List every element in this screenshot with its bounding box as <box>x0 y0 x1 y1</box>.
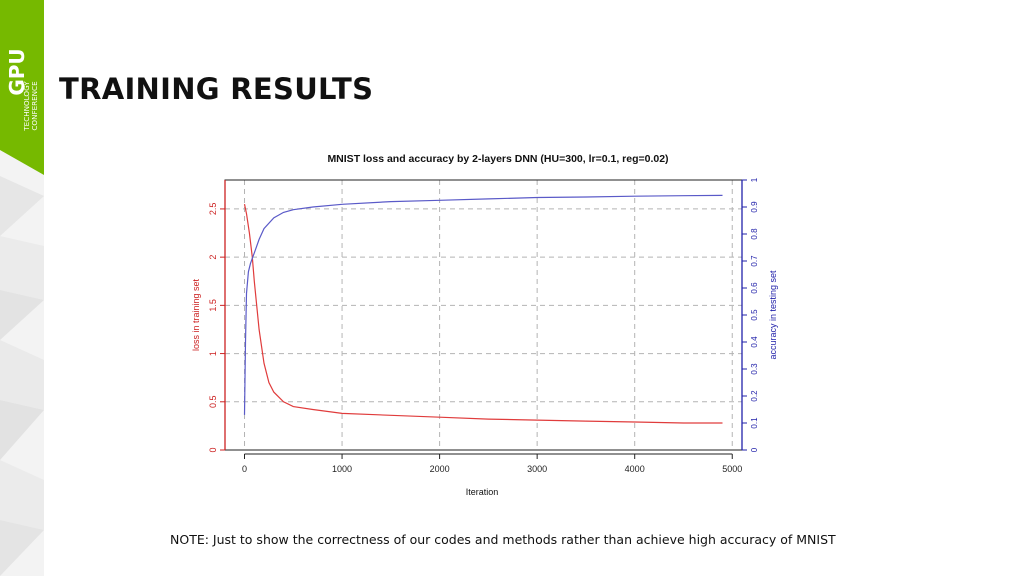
right-y-tick-label: 0.5 <box>750 309 759 321</box>
grid <box>225 180 742 450</box>
sidebar-pattern <box>0 0 44 576</box>
x-tick-label: 4000 <box>625 464 645 474</box>
sidebar-triangle <box>0 236 44 300</box>
x-axis: 0 1000 2000 3000 4000 5000 <box>242 453 742 474</box>
right-y-axis: 0 0.1 0.2 0.3 0.4 0.5 0.6 0.7 0.8 0.9 1 <box>742 177 759 452</box>
sidebar-triangle <box>0 290 44 340</box>
sidebar-triangle <box>0 176 44 236</box>
right-y-tick-label: 0.1 <box>750 417 759 429</box>
logo-accent <box>0 0 44 175</box>
chart: MNIST loss and accuracy by 2-layers DNN … <box>191 153 778 497</box>
left-y-tick-label: 2.5 <box>208 203 218 216</box>
right-y-tick-label: 0.2 <box>750 390 759 402</box>
plot-frame <box>224 179 743 451</box>
x-axis-label: Iteration <box>466 487 499 497</box>
sidebar-triangle <box>0 400 44 460</box>
right-y-axis-label: accuracy in testing set <box>768 270 778 360</box>
x-tick-label: 1000 <box>332 464 352 474</box>
loss-series-line <box>243 203 723 424</box>
logo-line1-text: TECHNOLOGY <box>22 81 31 132</box>
left-y-tick-label: 1.5 <box>208 299 218 312</box>
chart-title: MNIST loss and accuracy by 2-layers DNN … <box>327 153 668 165</box>
left-y-axis-label: loss in training set <box>191 278 201 351</box>
right-y-tick-label: 0.4 <box>750 336 759 348</box>
right-y-tick-label: 0.9 <box>750 201 759 213</box>
logo-main-text: GPU <box>5 48 29 95</box>
right-y-tick-label: 0.8 <box>750 228 759 240</box>
right-y-tick-label: 1 <box>750 177 759 182</box>
left-y-tick-label: 1 <box>208 351 218 356</box>
slide-title: TRAINING RESULTS <box>59 72 374 106</box>
footnote: NOTE: Just to show the correctness of ou… <box>170 532 836 547</box>
right-y-tick-label: 0.3 <box>750 363 759 375</box>
left-y-tick-label: 0 <box>208 447 218 452</box>
sidebar-triangle <box>0 460 44 530</box>
left-y-tick-label: 2 <box>208 255 218 260</box>
right-y-tick-label: 0 <box>750 447 759 452</box>
right-y-tick-label: 0.6 <box>750 282 759 294</box>
sidebar-triangle <box>0 520 44 576</box>
logo: GPU TECHNOLOGY CONFERENCE <box>5 48 39 132</box>
x-tick-label: 3000 <box>527 464 547 474</box>
x-tick-label: 5000 <box>722 464 742 474</box>
logo-line2-text: CONFERENCE <box>30 81 39 131</box>
x-tick-label: 0 <box>242 464 247 474</box>
sidebar-triangle <box>0 340 44 410</box>
left-y-axis: 0 0.5 1 1.5 2 2.5 <box>208 203 225 453</box>
left-y-tick-label: 0.5 <box>208 396 218 409</box>
series-layer <box>243 194 723 424</box>
sidebar-decoration: GPU TECHNOLOGY CONFERENCE <box>0 0 44 576</box>
right-y-tick-label: 0.7 <box>750 255 759 267</box>
x-tick-label: 2000 <box>430 464 450 474</box>
accuracy-series-line <box>243 194 723 415</box>
